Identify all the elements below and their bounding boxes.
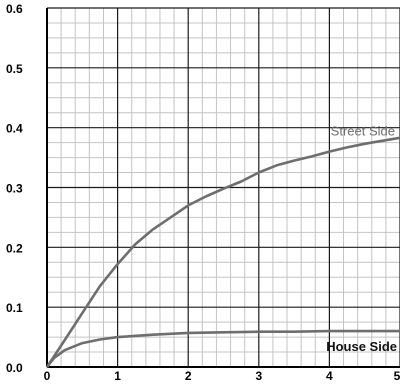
series-label: House Side: [326, 339, 397, 354]
y-tick-label: 0.6: [6, 2, 23, 16]
y-tick-label: 0.4: [6, 122, 23, 136]
y-tick-label: 0.3: [6, 182, 23, 196]
x-tick-label: 3: [255, 369, 262, 381]
series-label: Street Side: [331, 124, 395, 139]
y-tick-label: 0.1: [6, 301, 23, 315]
series-line: [45, 136, 400, 368]
x-tick-label: 4: [326, 369, 333, 381]
x-tick-label: 5: [394, 369, 400, 381]
series-lines: [45, 136, 400, 368]
x-axis-tick-labels: 0 1 2 3 4 5: [44, 369, 400, 383]
axes: [46, 8, 400, 368]
y-tick-label: 0.2: [6, 241, 23, 255]
x-tick-label: 2: [185, 369, 192, 381]
y-axis-tick-labels: 0.0 0.1 0.2 0.3 0.4 0.5 0.6: [6, 2, 23, 375]
series-labels: Street Side House Side: [326, 124, 397, 354]
series-line: [45, 329, 400, 368]
x-tick-label: 0: [44, 369, 51, 381]
y-tick-label: 0.0: [6, 361, 23, 375]
x-tick-label: 1: [114, 369, 121, 381]
y-tick-label: 0.5: [6, 62, 23, 76]
